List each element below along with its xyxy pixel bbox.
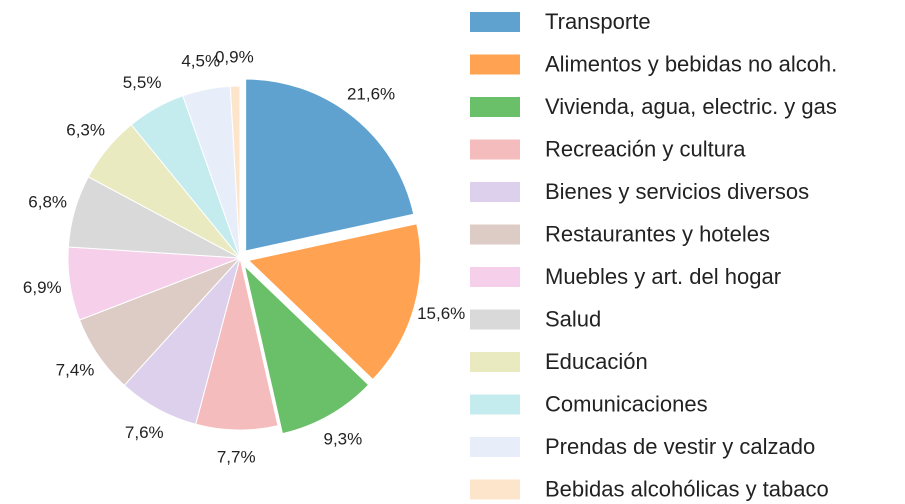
legend-swatch [470, 224, 520, 245]
legend-swatch [470, 267, 520, 287]
data-label: 9,3% [324, 429, 363, 448]
legend-swatch [470, 394, 520, 415]
legend-label: Muebles y art. del hogar [545, 264, 781, 289]
legend-label: Comunicaciones [545, 391, 708, 416]
data-label: 15,6% [417, 304, 465, 323]
data-label: 6,8% [28, 193, 67, 212]
legend-swatch [470, 437, 520, 457]
legend-swatch [470, 352, 520, 372]
legend-label: Restaurantes y hoteles [545, 221, 770, 246]
data-label: 7,4% [56, 361, 95, 380]
legend-label: Transporte [545, 9, 651, 34]
legend-label: Salud [545, 306, 601, 331]
pie-slice [243, 264, 370, 435]
data-label: 21,6% [347, 85, 395, 104]
data-label: 4,5% [181, 51, 220, 70]
data-label: 5,5% [123, 73, 162, 92]
legend-swatch [470, 479, 520, 500]
pie-slice [229, 85, 241, 259]
legend-swatch [470, 309, 520, 330]
legend-label: Prendas de vestir y calzado [545, 434, 815, 459]
legend-label: Vivienda, agua, electric. y gas [545, 94, 837, 119]
pie-slice [247, 223, 422, 381]
data-label: 6,3% [66, 120, 105, 139]
legend-swatch [470, 97, 520, 117]
data-label: 7,6% [125, 423, 164, 442]
legend-swatch [470, 139, 520, 160]
legend-swatch [470, 12, 520, 32]
data-label: 6,9% [23, 278, 62, 297]
legend-label: Bienes y servicios diversos [545, 179, 809, 204]
legend-swatch [470, 182, 520, 202]
data-label: 0,9% [215, 48, 254, 67]
legend-swatch [470, 54, 520, 75]
legend-label: Recreación y cultura [545, 136, 746, 161]
legend-label: Bebidas alcohólicas y tabaco [545, 476, 829, 501]
data-label: 7,7% [217, 447, 256, 466]
legend-label: Educación [545, 349, 648, 374]
pie-slice [245, 78, 415, 252]
legend-label: Alimentos y bebidas no alcoh. [545, 51, 837, 76]
